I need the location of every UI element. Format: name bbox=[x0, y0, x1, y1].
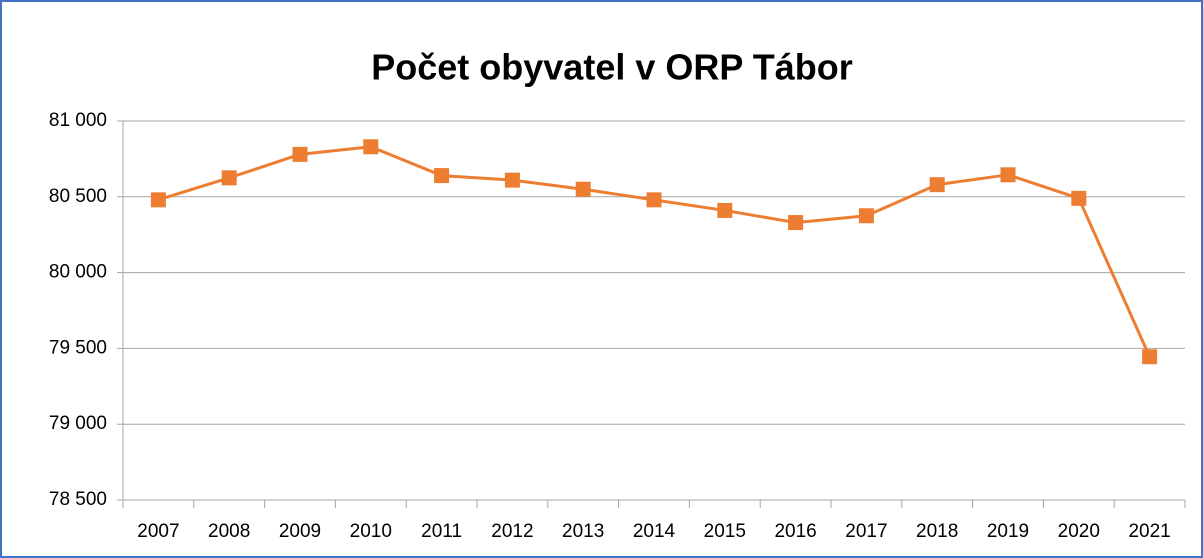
x-tick-label: 2011 bbox=[421, 521, 462, 542]
x-tick-label: 2020 bbox=[1058, 521, 1100, 542]
y-tick-label: 78 500 bbox=[49, 489, 107, 510]
marker bbox=[1000, 167, 1016, 183]
x-tick-label: 2012 bbox=[491, 521, 533, 542]
x-tick-label: 2017 bbox=[845, 521, 887, 542]
x-tick-label: 2010 bbox=[350, 521, 392, 542]
x-tick-label: 2015 bbox=[704, 521, 746, 542]
marker bbox=[434, 168, 450, 184]
y-tick-label: 79 500 bbox=[49, 337, 107, 358]
marker bbox=[1142, 349, 1158, 365]
y-tick-label: 79 000 bbox=[49, 413, 107, 434]
marker bbox=[646, 192, 662, 208]
x-tick-label: 2009 bbox=[279, 521, 321, 542]
marker bbox=[1071, 190, 1087, 206]
x-tick-label: 2007 bbox=[137, 521, 179, 542]
x-tick-label: 2019 bbox=[987, 521, 1029, 542]
x-tick-label: 2021 bbox=[1128, 521, 1170, 542]
x-tick-label: 2016 bbox=[774, 521, 816, 542]
marker bbox=[929, 177, 945, 193]
marker bbox=[504, 172, 520, 188]
marker bbox=[575, 181, 591, 197]
y-tick-label: 81 000 bbox=[49, 110, 107, 131]
marker bbox=[363, 139, 379, 155]
y-tick-label: 80 000 bbox=[49, 262, 107, 283]
x-tick-label: 2018 bbox=[916, 521, 958, 542]
y-tick-label: 80 500 bbox=[49, 186, 107, 207]
x-tick-label: 2013 bbox=[562, 521, 604, 542]
marker bbox=[717, 202, 733, 218]
x-tick-label: 2008 bbox=[208, 521, 250, 542]
chart-title: Počet obyvatel v ORP Tábor bbox=[371, 47, 852, 88]
marker bbox=[292, 146, 308, 162]
marker bbox=[788, 215, 804, 231]
marker bbox=[858, 208, 874, 224]
x-tick-label: 2014 bbox=[633, 521, 676, 542]
marker bbox=[221, 170, 237, 186]
marker bbox=[150, 192, 166, 208]
